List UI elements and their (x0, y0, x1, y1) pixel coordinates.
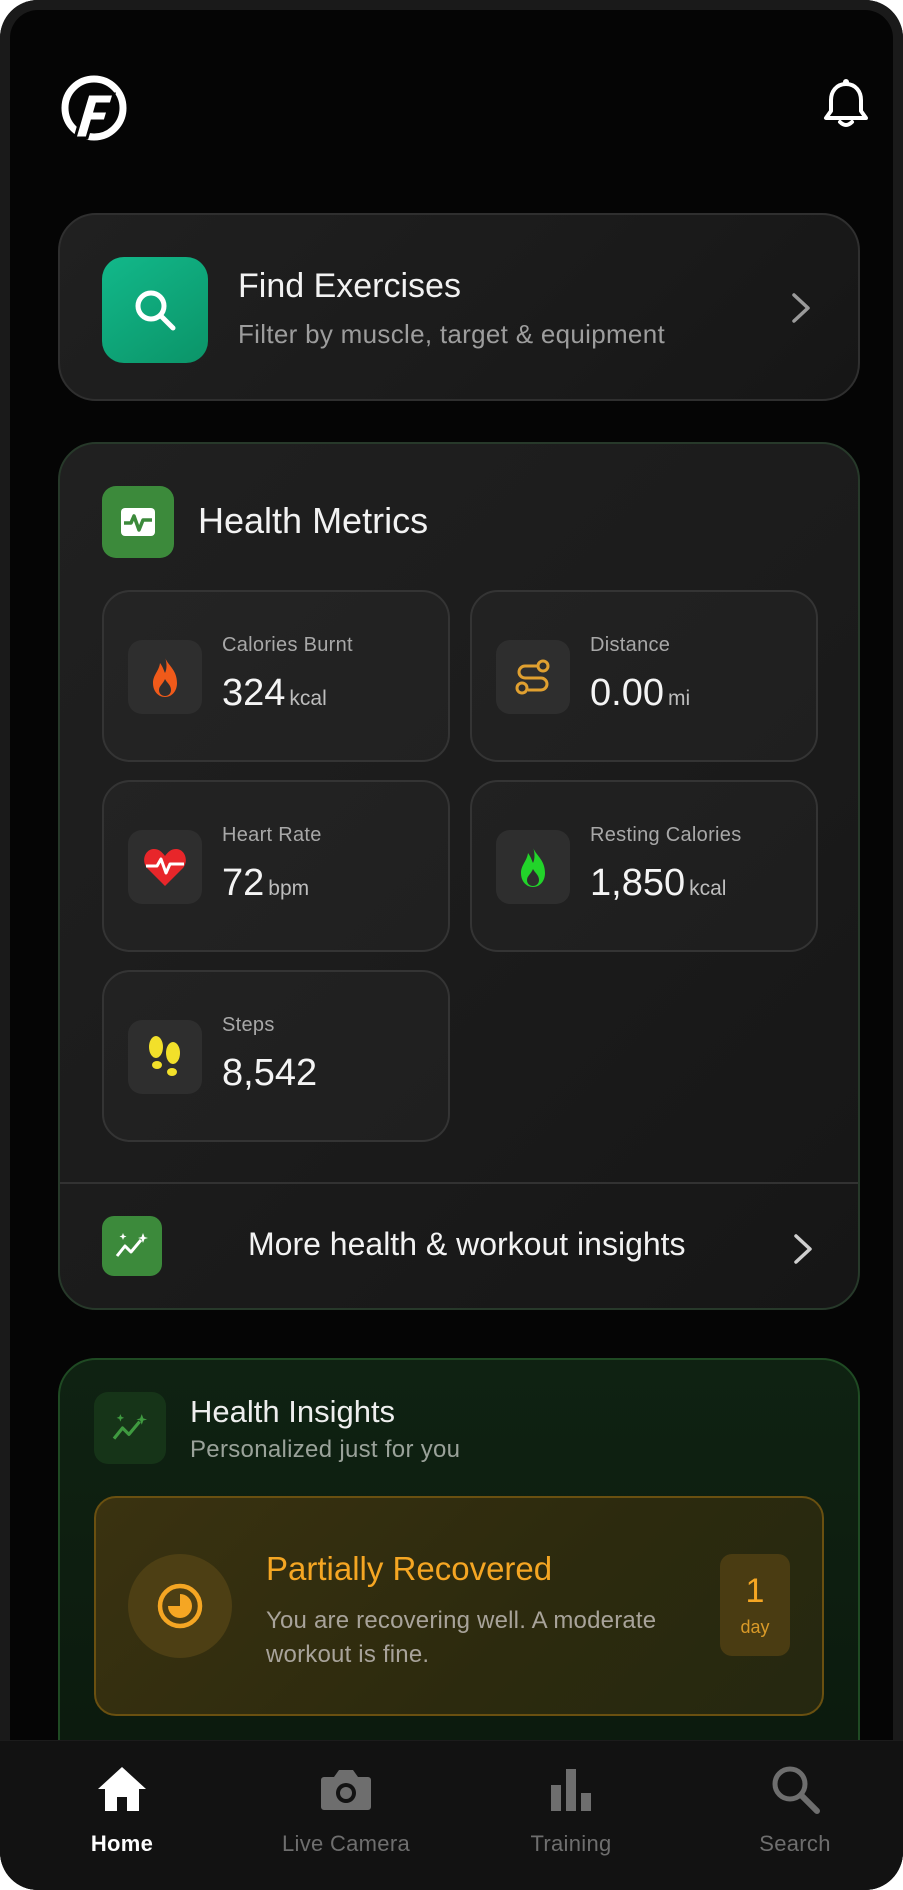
nav-label: Live Camera (281, 1831, 411, 1856)
recovery-days-unit: day (740, 1617, 770, 1637)
app-logo-icon[interactable] (58, 72, 128, 146)
metric-tile-resting-calories[interactable]: Resting Calories 1,850 kcal (470, 780, 818, 952)
metric-value: 72 bpm (222, 862, 310, 904)
nav-item-live-camera[interactable]: Live Camera (256, 1741, 436, 1890)
metric-tile-steps[interactable]: Steps 8,542 (102, 970, 450, 1142)
trend-sparkle-icon (102, 1216, 162, 1276)
recovery-title: Partially Recovered (266, 1550, 553, 1587)
search-icon (772, 1766, 820, 1814)
metric-tile-heart-rate[interactable]: Heart Rate 72 bpm (102, 780, 450, 952)
recovery-gauge-icon (128, 1554, 232, 1658)
route-icon (496, 640, 570, 714)
recovery-status-card[interactable]: Partially Recovered You are recovering w… (94, 1496, 824, 1716)
footprints-icon (128, 1020, 202, 1094)
find-exercises-title: Find Exercises (238, 267, 461, 305)
flame-icon (496, 830, 570, 904)
flame-icon (128, 640, 202, 714)
health-metrics-card: Health Metrics Calories Burnt 324 kcal (58, 442, 860, 1310)
metric-label: Resting Calories (590, 824, 742, 846)
divider (60, 1182, 858, 1184)
metric-unit: kcal (289, 687, 327, 710)
metric-label: Distance (590, 634, 671, 656)
chevron-right-icon (794, 1234, 812, 1264)
find-exercises-subtitle: Filter by muscle, target & equipment (238, 319, 665, 349)
chevron-right-icon (792, 293, 810, 323)
find-exercises-card[interactable]: Find Exercises Filter by muscle, target … (58, 213, 860, 401)
search-icon (102, 257, 208, 363)
more-insights-link[interactable]: More health & workout insights (60, 1184, 858, 1308)
bell-icon[interactable] (822, 78, 870, 130)
metric-value: 324 kcal (222, 672, 327, 714)
nav-item-training[interactable]: Training (481, 1741, 661, 1890)
nav-item-home[interactable]: Home (32, 1741, 212, 1890)
home-icon (98, 1767, 146, 1811)
recovery-days-badge: 1 day (720, 1554, 790, 1656)
bar-chart-icon (551, 1769, 591, 1811)
nav-label: Home (90, 1831, 154, 1856)
metric-unit: kcal (689, 877, 727, 900)
health-insights-title: Health Insights (190, 1394, 396, 1429)
camera-icon (321, 1770, 371, 1810)
metric-label: Calories Burnt (222, 634, 353, 656)
more-insights-label: More health & workout insights (248, 1226, 686, 1262)
trend-sparkle-icon (94, 1392, 166, 1464)
recovery-days-value: 1 (745, 1572, 765, 1610)
metric-unit: bpm (268, 877, 310, 900)
metric-label: Steps (222, 1014, 275, 1036)
metric-tile-distance[interactable]: Distance 0.00 mi (470, 590, 818, 762)
metric-tile-calories-burnt[interactable]: Calories Burnt 324 kcal (102, 590, 450, 762)
activity-monitor-icon (102, 486, 174, 558)
metric-value: 0.00 mi (590, 672, 691, 714)
metric-unit: mi (667, 687, 691, 710)
metric-label: Heart Rate (222, 824, 322, 846)
nav-item-search[interactable]: Search (705, 1741, 885, 1890)
health-insights-subtitle: Personalized just for you (190, 1436, 461, 1463)
bottom-nav: Home Live Camera Training Search (0, 1740, 903, 1890)
metric-value: 8,542 (222, 1052, 318, 1094)
nav-label: Search (759, 1831, 831, 1856)
health-metrics-title: Health Metrics (198, 500, 429, 541)
metric-value: 1,850 kcal (590, 862, 727, 904)
heart-pulse-icon (128, 830, 202, 904)
nav-label: Training (530, 1831, 612, 1856)
recovery-description: You are recovering well. A moderate work… (266, 1607, 657, 1668)
